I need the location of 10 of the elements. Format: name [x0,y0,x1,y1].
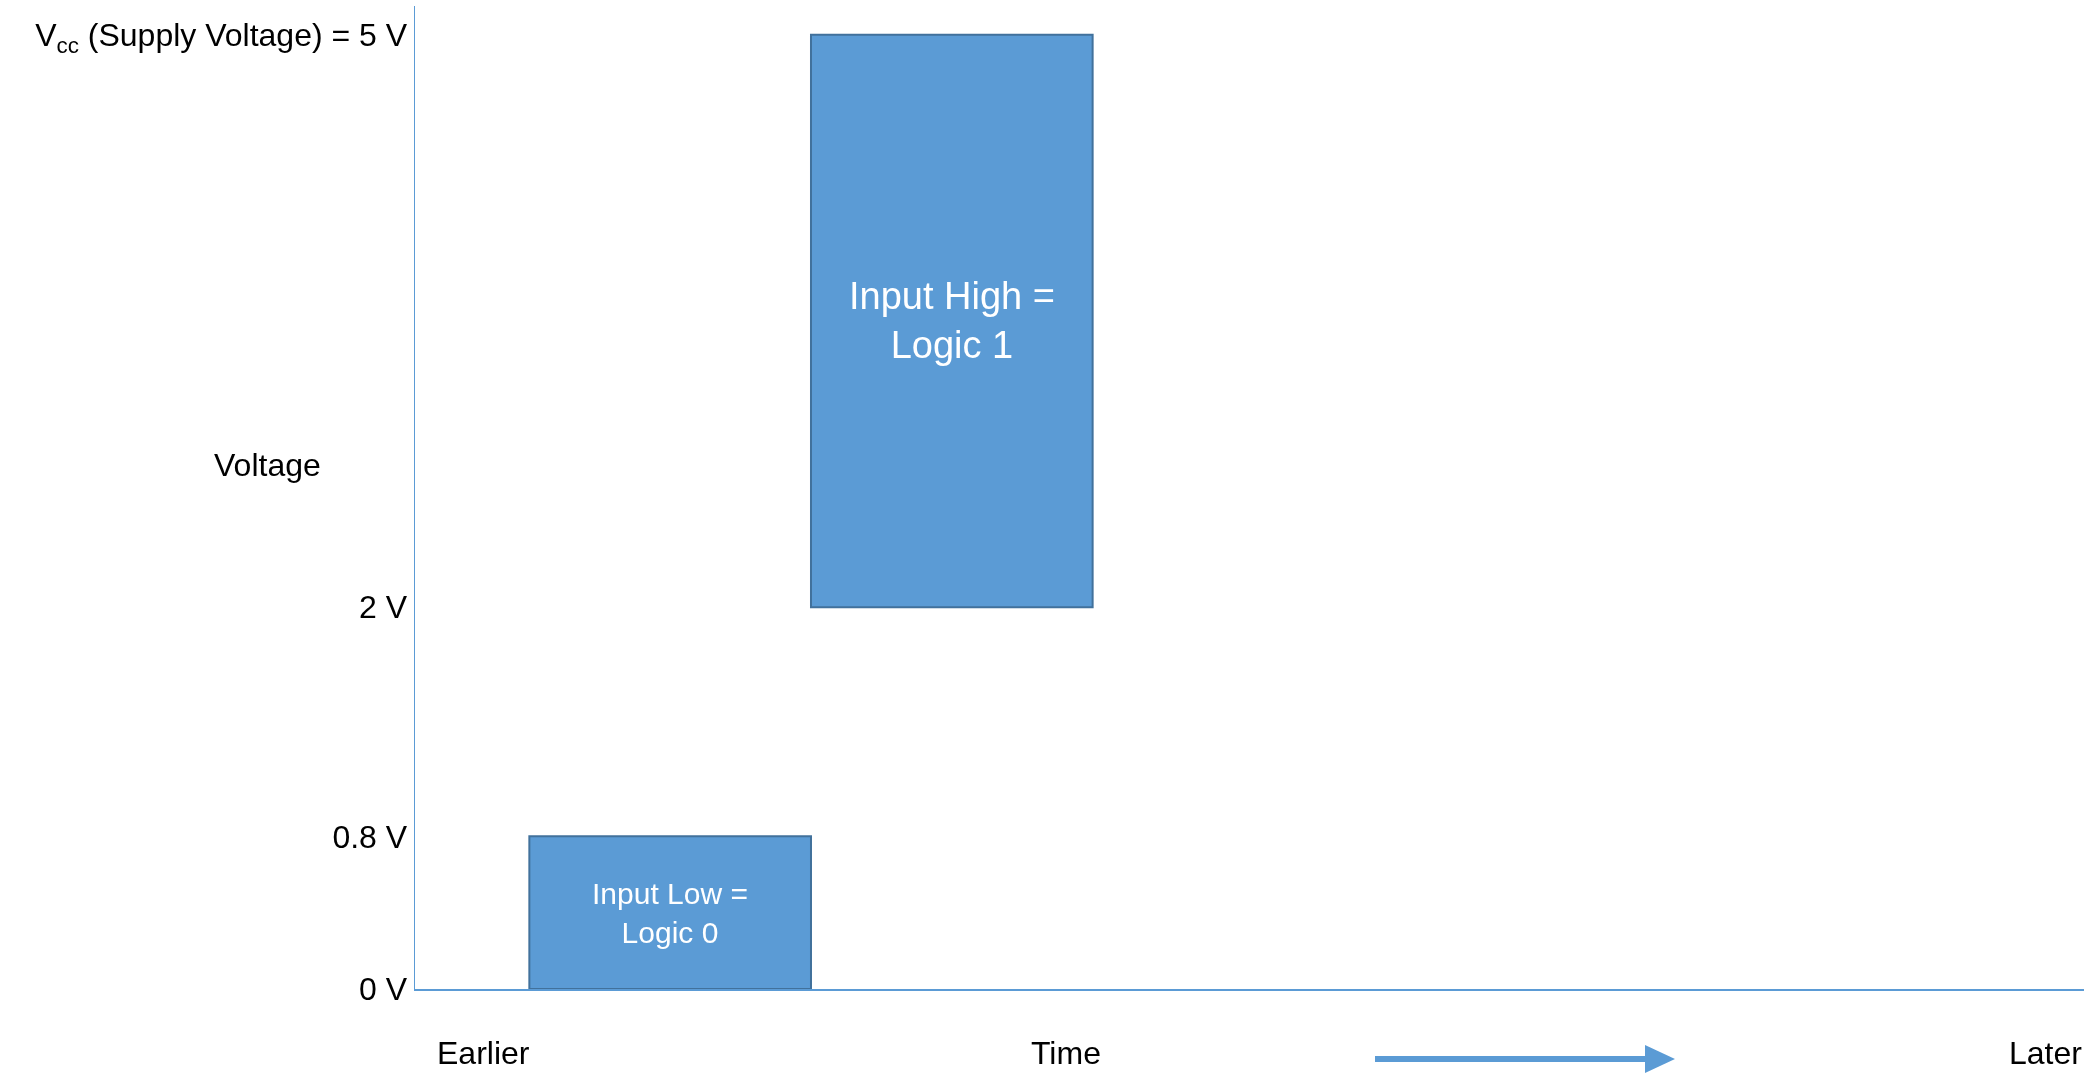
y-axis-title: Voltage [214,447,321,483]
x-axis-title: Time [1031,1035,1101,1071]
text: Earlier [437,1035,530,1071]
y-tick-label: 0.8 V [332,818,408,855]
y-tick-label: V$_{cc}$ (Supply Voltage) = 5 V [35,16,408,58]
y-tick-label: 0 V [359,971,408,1008]
y-tick-label: 2 V [359,589,408,626]
data-label: Input Low = Logic 0 [592,877,748,949]
text: Later [2009,1035,2083,1071]
data-label: Input High = Logic 1 [849,275,1055,367]
